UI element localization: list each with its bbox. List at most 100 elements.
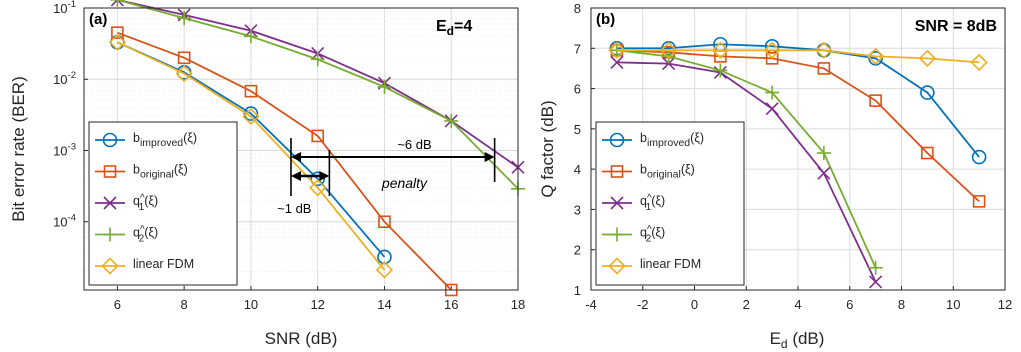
data-point	[110, 0, 125, 7]
data-point	[111, 26, 124, 40]
series-b	[608, 36, 988, 289]
data-point	[378, 215, 391, 229]
arrow-6db-head-right	[484, 152, 495, 162]
arrow-6db-head-left	[290, 152, 301, 162]
x-tick-label: 12	[998, 297, 1012, 312]
annotation-6db: ~6 dB	[397, 137, 431, 152]
x-tick-label: 6	[846, 297, 853, 312]
annotation-1db: ~1 dB	[277, 201, 311, 216]
corner-label-b: SNR = 8dB	[915, 18, 997, 35]
legend-label: linear FDM	[133, 257, 194, 271]
x-tick-label: 18	[511, 297, 525, 312]
legend-swatch-marker	[610, 227, 624, 242]
y-tick-label: 7	[574, 41, 581, 56]
series-4	[608, 41, 988, 72]
data-point	[868, 260, 883, 275]
x-tick-label: 2	[743, 297, 750, 312]
plot-frame-b	[590, 7, 1006, 291]
legend-b: bimproved(ξ) boriginal(ξ) q^ 1(ξ) q^ 2(ξ) line…	[595, 121, 745, 286]
x-tick-label: 10	[244, 297, 258, 312]
data-point	[310, 52, 325, 67]
legend-label: q^ 1(ξ)	[133, 193, 158, 213]
data-point	[375, 261, 394, 279]
data-point	[311, 129, 324, 143]
legend-label: q^ 2(ξ)	[133, 225, 158, 245]
y-tick-label: 1	[574, 283, 581, 298]
x-tick-label: 4	[794, 297, 801, 312]
data-point	[869, 275, 883, 289]
legend-label: q^ 2(ξ)	[640, 225, 665, 245]
series-3	[609, 43, 883, 275]
ticks-a: 6 8 10 12 14 16 18 10-1 10-2 10-3 10-4	[53, 0, 525, 312]
y-tick-label: 3	[574, 202, 581, 217]
data-point	[377, 79, 392, 94]
legend-label: boriginal(ξ)	[133, 163, 188, 181]
x-tick-label: 12	[310, 297, 324, 312]
legend-label: linear FDM	[640, 257, 701, 271]
data-point	[309, 179, 327, 197]
annotation-penalty: penalty	[381, 175, 428, 191]
data-point	[242, 107, 260, 126]
data-point	[765, 52, 779, 65]
series-line	[117, 31, 452, 291]
data-point	[610, 55, 624, 69]
data-point	[817, 166, 831, 180]
series-4	[108, 33, 394, 279]
data-point	[310, 171, 325, 187]
x-tick-label: 0	[691, 297, 698, 312]
data-point	[661, 49, 676, 64]
series-line	[616, 49, 980, 203]
series-3	[110, 0, 525, 196]
chart-panel-a: 6 8 10 12 14 16 18 10-1 10-2 10-3 10-4 ~6 dB ~1 dB p…	[9, 0, 525, 348]
legend-swatch-marker	[608, 257, 626, 275]
x-tick-label: 8	[181, 297, 188, 312]
y-tick-label: 10-4	[53, 213, 76, 230]
legend-label: boriginal(ξ)	[640, 163, 695, 181]
legend-a: bimproved(ξ) boriginal(ξ) q^ 1(ξ) q^ 2(ξ) line…	[88, 121, 238, 286]
data-point	[177, 51, 191, 65]
annotations-a: ~6 dB ~1 dB penalty	[277, 137, 496, 216]
data-point	[243, 29, 258, 44]
legend-swatch-marker	[610, 196, 624, 210]
data-point	[110, 0, 124, 7]
legend-swatch-marker	[101, 257, 119, 275]
data-point	[815, 41, 833, 59]
data-point	[444, 113, 459, 128]
legend-swatch-marker	[103, 165, 117, 178]
data-point	[765, 85, 780, 100]
x-tick-label: 14	[377, 297, 391, 312]
corner-label-a: Ed=4	[436, 18, 472, 38]
data-point	[108, 33, 127, 51]
x-axis-label-a: SNR (dB)	[265, 329, 338, 348]
legend-swatch-marker	[609, 132, 625, 148]
x-tick-label: -4	[585, 297, 597, 312]
plot-frame-a	[83, 7, 519, 291]
data-point	[918, 49, 937, 67]
data-point	[921, 146, 934, 160]
data-point	[763, 41, 781, 59]
series-line	[616, 43, 980, 158]
arrow-1db-head-right	[319, 171, 330, 181]
panel-label-a: (a)	[89, 11, 107, 28]
arrow-1db-head-left	[290, 171, 301, 181]
data-point	[608, 41, 626, 59]
x-tick-label: -2	[637, 297, 649, 312]
legend-label: bimproved(ξ)	[133, 131, 197, 149]
x-tick-label: 10	[946, 297, 960, 312]
data-point	[970, 53, 988, 72]
legend-swatch-marker	[102, 132, 118, 148]
series-line	[616, 61, 877, 283]
data-point	[816, 146, 831, 161]
data-point	[866, 47, 885, 65]
series-1	[610, 43, 986, 208]
panel-label-b: (b)	[596, 11, 615, 28]
legend-swatch-marker	[103, 196, 117, 210]
y-tick-label: 10-2	[53, 70, 76, 87]
x-axis-label-b: Ed (dB)	[770, 329, 825, 351]
data-point	[175, 64, 193, 83]
series-line	[616, 49, 877, 269]
data-point	[244, 84, 258, 98]
